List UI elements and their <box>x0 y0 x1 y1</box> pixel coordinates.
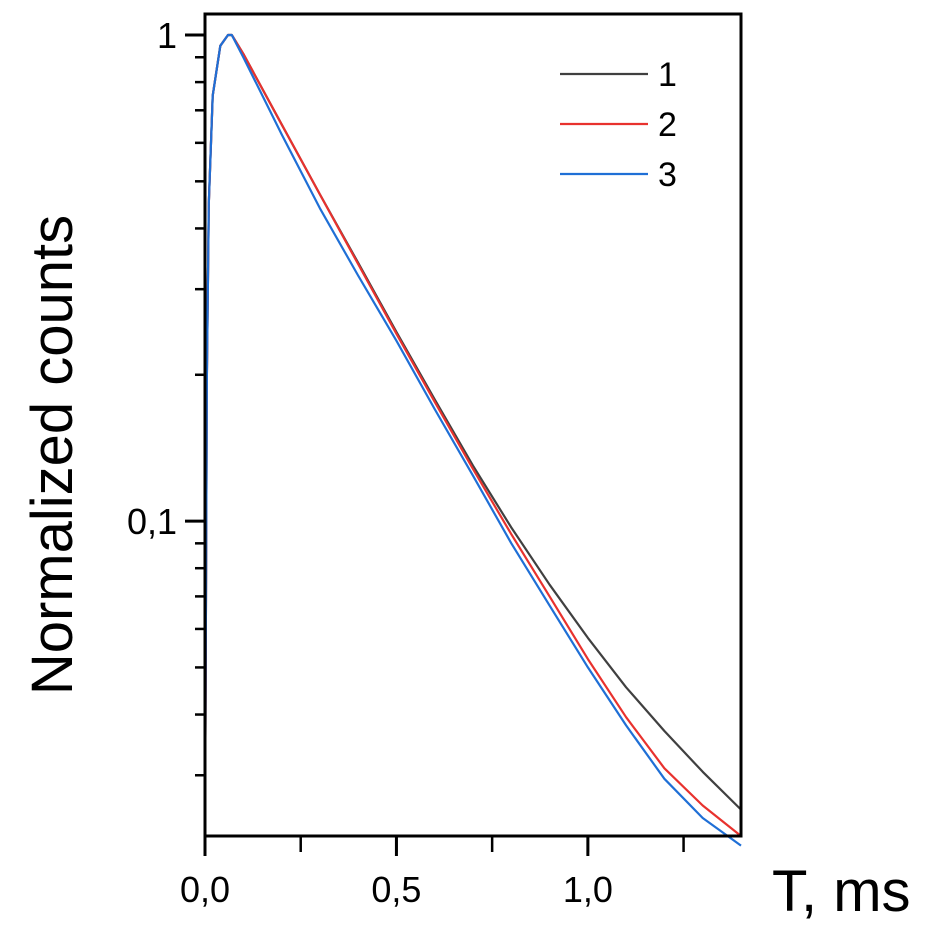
legend: 1 2 3 <box>560 56 677 194</box>
x-tick-label: 1,0 <box>563 869 613 910</box>
x-axis-title: T, ms <box>772 859 911 924</box>
legend-label-2: 2 <box>658 106 677 144</box>
series-layer <box>203 33 742 847</box>
x-tick-label: 0,0 <box>180 869 230 910</box>
series-line-3 <box>203 33 742 847</box>
tick-layer: 0,0 0,5 1,0 0,1 1 <box>127 15 685 910</box>
y-tick-label: 1 <box>157 15 177 56</box>
plot-area <box>205 14 741 836</box>
x-tick-label: 0,5 <box>371 869 421 910</box>
legend-label-3: 3 <box>658 156 677 194</box>
plot-frame <box>203 12 743 838</box>
y-axis-title: Normalized counts <box>20 215 85 695</box>
y-tick-label: 0,1 <box>127 501 177 542</box>
legend-label-1: 1 <box>658 56 677 94</box>
